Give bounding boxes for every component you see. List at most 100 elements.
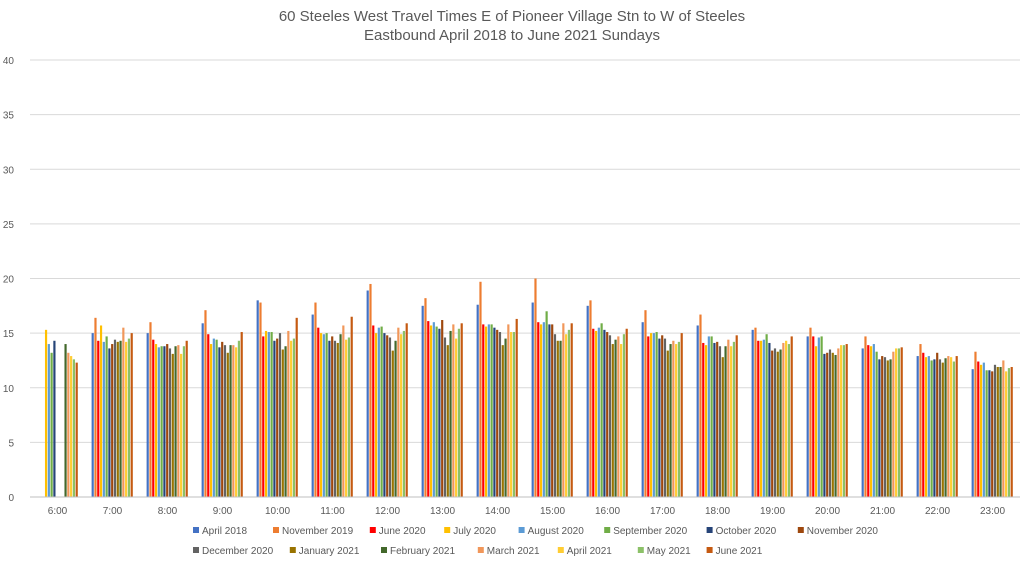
bar — [677, 341, 681, 497]
bar — [735, 335, 738, 497]
bar — [565, 334, 568, 497]
bar — [380, 326, 383, 497]
bar — [1007, 368, 1011, 497]
bar — [94, 317, 97, 497]
bar — [941, 362, 944, 497]
bar — [75, 362, 78, 497]
bar — [449, 330, 452, 497]
bar — [936, 352, 939, 497]
legend-swatch — [706, 547, 713, 553]
bar — [658, 338, 661, 497]
bar — [603, 329, 606, 497]
bar — [152, 339, 155, 497]
x-tick-label: 8:00 — [158, 506, 178, 517]
bar — [597, 327, 600, 497]
bar — [704, 345, 708, 497]
bar — [762, 339, 765, 497]
bar — [782, 342, 785, 497]
bar — [933, 359, 936, 497]
bar — [438, 328, 441, 497]
bar — [551, 324, 554, 497]
bar — [757, 340, 760, 497]
bar — [644, 310, 647, 497]
bar — [537, 322, 540, 497]
bar — [589, 300, 592, 497]
bar — [484, 326, 488, 497]
bar — [322, 334, 325, 497]
x-tick-label: 18:00 — [705, 506, 730, 517]
bar — [295, 317, 298, 497]
bar — [482, 324, 485, 497]
legend-swatch — [193, 527, 199, 533]
bar — [620, 344, 623, 497]
bar — [710, 336, 713, 497]
bar — [622, 334, 626, 497]
bar — [498, 332, 502, 497]
bar — [944, 358, 947, 497]
legend-label: March 2021 — [487, 546, 540, 557]
bar — [235, 347, 238, 497]
bar — [713, 342, 716, 497]
x-tick-label: 21:00 — [870, 506, 895, 517]
bar — [947, 356, 950, 497]
bar — [204, 310, 207, 497]
bar — [952, 361, 956, 497]
bar — [116, 341, 119, 497]
bar — [292, 338, 296, 497]
legend-label: December 2020 — [202, 546, 274, 557]
bar — [168, 348, 172, 497]
bar — [493, 327, 496, 497]
bar — [655, 332, 658, 497]
legend-label: November 2020 — [807, 526, 879, 537]
bar — [223, 345, 227, 497]
bar — [333, 340, 337, 497]
x-tick-label: 6:00 — [48, 506, 68, 517]
bar — [809, 327, 812, 497]
bar — [999, 366, 1002, 497]
bar — [567, 329, 571, 497]
bar — [559, 340, 562, 497]
bar — [539, 324, 543, 497]
bar — [70, 356, 73, 497]
bar — [594, 330, 598, 497]
x-tick-label: 11:00 — [320, 506, 345, 517]
bar — [883, 357, 887, 497]
bar — [281, 349, 284, 497]
bar — [732, 341, 736, 497]
x-tick-label: 12:00 — [375, 506, 400, 517]
x-tick-label: 16:00 — [595, 506, 620, 517]
bar — [119, 340, 122, 497]
bar — [102, 341, 105, 497]
legend-swatch — [289, 547, 296, 553]
bar — [105, 336, 108, 497]
bar — [826, 352, 829, 497]
bar — [751, 329, 754, 497]
bar — [226, 352, 229, 497]
bar — [773, 348, 777, 497]
bar — [845, 344, 848, 497]
bar — [146, 333, 149, 497]
bar — [785, 340, 788, 497]
bar — [842, 345, 846, 497]
bar — [154, 344, 158, 497]
bar — [182, 346, 186, 497]
bar — [405, 323, 408, 497]
bar — [394, 340, 397, 497]
bar — [768, 342, 771, 497]
bar — [424, 298, 427, 497]
bar — [993, 364, 997, 497]
bar — [787, 344, 791, 497]
bar — [270, 332, 273, 497]
legend-label: September 2020 — [613, 526, 687, 537]
chart-title: 60 Steeles West Travel Times E of Pionee… — [278, 8, 746, 25]
bar — [895, 348, 898, 497]
bar — [501, 345, 504, 497]
bar — [661, 335, 664, 497]
bar — [345, 339, 348, 497]
bar — [510, 332, 513, 497]
y-tick-label: 25 — [3, 220, 15, 231]
bar — [823, 353, 826, 497]
bar — [886, 360, 889, 497]
bar — [754, 327, 757, 497]
